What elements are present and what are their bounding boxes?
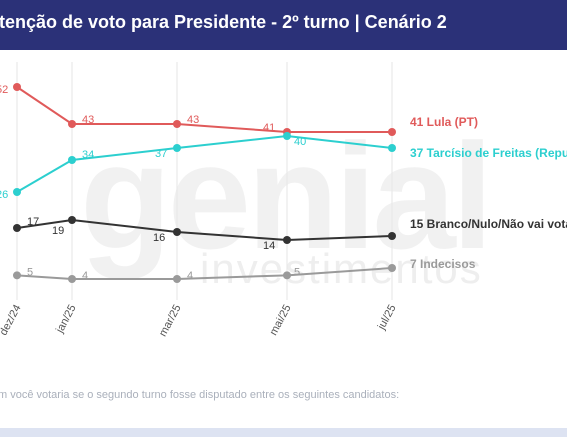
data-label-2-1: 19 <box>52 225 64 237</box>
chart-footnote: m você votaria se o segundo turno fosse … <box>0 389 400 401</box>
series-line-1 <box>16 134 393 193</box>
series-end-label-3: 7 Indecisos <box>410 257 476 271</box>
data-point-3-0 <box>13 271 21 280</box>
x-tick-label-0: dez/24 <box>0 303 24 338</box>
data-point-2-0 <box>13 224 21 232</box>
data-label-0-2: 43 <box>187 114 199 126</box>
data-label-1-1: 34 <box>82 149 94 161</box>
data-point-1-1 <box>68 156 76 164</box>
data-point-2-4 <box>388 232 396 240</box>
data-point-1-2 <box>173 144 181 152</box>
data-point-0-2 <box>173 120 181 128</box>
data-point-0-1 <box>68 120 76 128</box>
data-point-1-0 <box>13 188 21 196</box>
page-title: ntenção de voto para Presidente - 2º tur… <box>0 12 447 32</box>
data-label-0-1: 43 <box>82 114 94 126</box>
data-point-3-1 <box>68 275 76 283</box>
x-tick-label-4: jul/25 <box>375 303 398 333</box>
bottom-bar <box>0 428 567 437</box>
x-tick-label-3: mai/25 <box>268 303 294 338</box>
x-tick-label-1: jan/25 <box>54 303 79 336</box>
data-label-2-2: 16 <box>153 232 165 244</box>
data-label-2-0: 17 <box>27 216 39 228</box>
header-bar: ntenção de voto para Presidente - 2º tur… <box>0 0 567 50</box>
series-end-label-1: 37 Tarcísio de Freitas (Repu <box>410 146 567 160</box>
data-label-1-2: 37 <box>155 148 167 160</box>
data-label-3-0: 5 <box>27 266 33 278</box>
data-label-1-0: 26 <box>0 189 8 201</box>
data-point-2-1 <box>68 216 76 224</box>
data-point-1-4 <box>388 144 396 152</box>
data-point-3-2 <box>173 275 181 283</box>
x-tick-label-2: mar/25 <box>157 303 184 339</box>
data-label-2-3: 14 <box>263 240 275 252</box>
data-point-0-0 <box>13 83 21 91</box>
data-label-3-2: 4 <box>187 270 193 282</box>
data-point-3-4 <box>388 264 396 272</box>
data-point-2-2 <box>173 228 181 236</box>
data-point-2-3 <box>283 236 291 244</box>
series-end-label-2: 15 Branco/Nulo/Não vai vota <box>410 217 567 231</box>
data-label-1-3: 40 <box>294 136 306 148</box>
line-chart: dez/24jan/25mar/25mai/25jul/255243434141… <box>0 62 567 339</box>
data-label-0-0: 52 <box>0 84 8 96</box>
data-label-0-3: 41 <box>263 122 275 134</box>
data-point-0-4 <box>388 128 396 136</box>
data-label-3-3: 5 <box>294 266 300 278</box>
data-label-3-1: 4 <box>82 270 88 282</box>
data-point-3-3 <box>283 271 291 280</box>
data-point-1-3 <box>283 132 291 140</box>
series-end-label-0: 41 Lula (PT) <box>410 115 478 129</box>
